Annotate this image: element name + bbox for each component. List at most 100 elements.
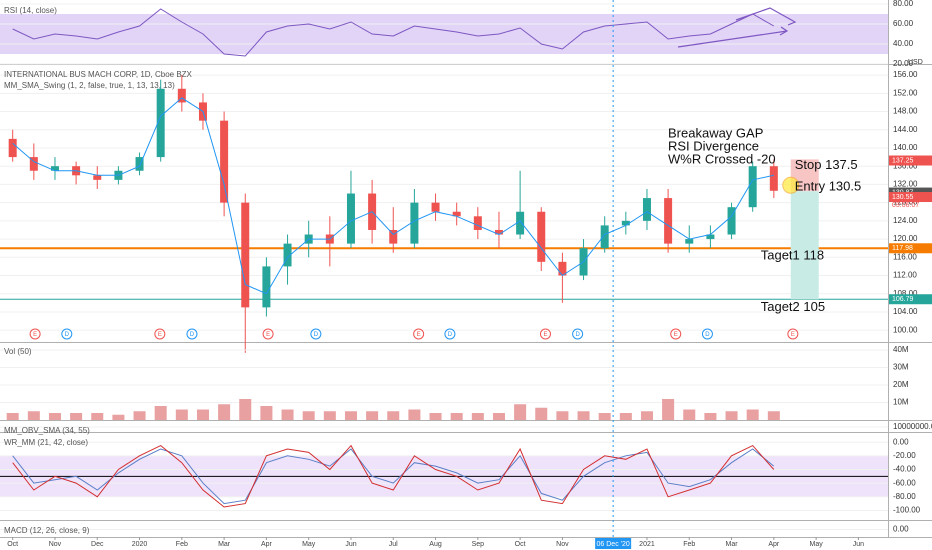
price-tag-label: 117.98 — [892, 245, 913, 252]
volume-bar — [683, 409, 696, 420]
y-tick-label: 112.00 — [893, 271, 917, 280]
event-label: D — [65, 332, 70, 338]
y-tick-label: 128.00 — [893, 198, 918, 207]
price-tag-label: 130.55 — [892, 194, 914, 201]
trade-label: Entry 130.5 — [795, 179, 862, 194]
panel-title: MM_OBV_SMA (34, 55) — [4, 426, 90, 435]
volume-bar — [556, 411, 569, 420]
volume-bar — [535, 407, 548, 420]
x-tick-label: Nov — [556, 541, 569, 548]
sub-title: MM_SMA_Swing (1, 2, false, true, 1, 13, … — [4, 81, 175, 90]
trade-label: Stop 137.5 — [795, 157, 858, 172]
y-tick-label: 116.00 — [893, 252, 917, 261]
volume-bar — [175, 409, 188, 420]
volume-bar — [725, 411, 738, 420]
series-line — [12, 97, 774, 295]
price-tag — [889, 243, 932, 254]
panel-title: RSI (14, close) — [4, 6, 57, 15]
x-tick-label: 06 Dec '20 — [597, 541, 630, 548]
x-tick-label: Nov — [49, 541, 62, 548]
x-tick-label: 2021 — [639, 541, 655, 548]
y-tick-label: 100.00 — [893, 325, 918, 334]
volume-bar — [91, 413, 104, 420]
crosshair-tag — [595, 538, 632, 549]
event-marker — [572, 328, 584, 340]
target-zone — [790, 191, 819, 300]
event-label: E — [158, 332, 162, 338]
event-marker — [262, 328, 274, 340]
unit: USD — [908, 59, 923, 66]
y-tick-label: 152.00 — [893, 88, 918, 97]
y-tick-label: 80.00 — [893, 0, 914, 8]
y-tick-label: 104.00 — [893, 307, 918, 316]
price-tag-label: 106.79 — [892, 296, 914, 303]
y-tick-label: 40.00 — [893, 39, 914, 48]
event-marker — [310, 328, 322, 340]
panel-title: MACD (12, 26, close, 9) — [4, 526, 90, 535]
volume-bar — [281, 409, 294, 420]
volume-bar — [387, 411, 400, 420]
volume-bar — [196, 409, 209, 420]
volume-bar — [408, 409, 421, 420]
x-tick-label: Feb — [176, 541, 188, 548]
volume-bar — [48, 413, 61, 420]
volume-bar — [323, 411, 336, 420]
candle-body — [558, 261, 567, 276]
x-tick-label: Mar — [218, 541, 231, 548]
entry-marker — [782, 176, 800, 194]
event-label: E — [266, 332, 270, 338]
volume-bar — [154, 406, 167, 420]
volume-bar — [640, 411, 653, 420]
series-line — [12, 8, 775, 57]
price-tag — [889, 192, 932, 203]
y-tick-label: 156.00 — [893, 70, 918, 79]
candle-body — [516, 211, 525, 235]
candle-body — [8, 138, 17, 158]
candle-body — [431, 202, 440, 212]
event-marker — [701, 328, 713, 340]
candle-body — [706, 234, 715, 240]
volume-bar — [767, 411, 780, 420]
volume-bar — [514, 404, 527, 420]
candle-body — [177, 88, 186, 103]
y-tick-label: 136.00 — [893, 161, 918, 170]
volume-bar — [366, 411, 379, 420]
target-label: Taget1 118 — [761, 248, 824, 263]
volume-bar — [619, 413, 632, 420]
candle-body — [600, 225, 609, 249]
candle-body — [664, 198, 673, 244]
candle-body — [93, 175, 102, 180]
volume-bar — [239, 399, 252, 420]
y-tick-label: 120.00 — [893, 234, 918, 243]
series-line — [12, 444, 775, 508]
event-marker — [444, 328, 456, 340]
x-tick-label: Dec — [91, 541, 104, 548]
volume-bar — [260, 406, 273, 420]
x-tick-label: Mar — [726, 541, 739, 548]
y-tick-label: 20.00 — [893, 59, 914, 68]
candle-body — [389, 229, 398, 244]
panel-title: Vol (50) — [4, 347, 32, 356]
annotation: W%R Crossed -20 — [668, 151, 776, 166]
candle-body — [410, 202, 419, 244]
candle-body — [346, 193, 355, 244]
target-label: Taget2 105 — [761, 299, 825, 314]
y-tick-label: 60.00 — [893, 19, 914, 28]
event-marker — [61, 328, 73, 340]
candle-body — [748, 166, 757, 208]
y-tick-label: 132.00 — [893, 180, 918, 189]
panel-title: WR_MM (21, 42, close) — [4, 438, 88, 447]
candle-body — [262, 266, 271, 308]
event-marker — [154, 328, 166, 340]
x-tick-label: May — [302, 541, 316, 548]
price-tag-label: 137.25 — [892, 157, 914, 164]
y-tick-label: 108.00 — [893, 289, 918, 298]
x-tick-label: Jun — [345, 541, 356, 548]
candle-body — [621, 220, 630, 226]
event-marker — [186, 328, 198, 340]
volume-bar — [450, 413, 463, 420]
event-marker — [29, 328, 41, 340]
event-label: D — [190, 332, 195, 338]
